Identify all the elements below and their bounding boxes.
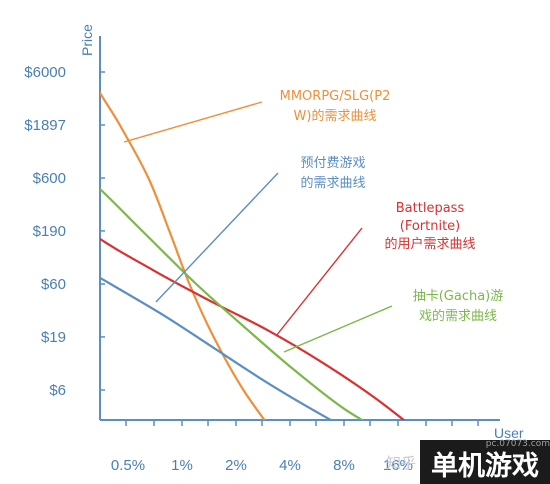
y-tick-label: $60 (41, 276, 66, 293)
x-tick-label: 2% (225, 457, 247, 474)
x-tick-label: 1% (171, 457, 193, 474)
axes (99, 36, 500, 421)
x-tick-label: 4% (279, 457, 301, 474)
demand-curves (100, 90, 406, 420)
annotation-2-line-1: (Fortnite) (400, 219, 461, 234)
watermark-brand: 单机游戏 (431, 451, 539, 482)
annotation-leader-0 (123, 101, 263, 143)
x-axis-ticks: 0.5% 1% 2% 4% 8% 16% (111, 457, 413, 474)
annotation-0-line-1: W)的需求曲线 (294, 108, 377, 124)
series-line-0 (100, 90, 266, 420)
y-tick-label: $6 (49, 382, 66, 399)
annotation-3-line-0: 抽卡(Gacha)游 (413, 289, 504, 304)
annotation-2-line-0: Battlepass (396, 201, 465, 216)
y-tick-label: $190 (33, 223, 66, 240)
annotation-leader-3 (283, 305, 393, 353)
watermark: 知乎 单机游戏 pc.07073.com (386, 439, 550, 484)
series-line-2 (100, 237, 406, 420)
annotation-1-line-0: 预付费游戏 (300, 156, 365, 171)
annotation-leader-1 (155, 172, 279, 303)
y-tick-label: $19 (41, 329, 66, 346)
y-axis-title: Price (79, 24, 95, 56)
y-tick-label: $6000 (24, 64, 66, 81)
y-axis-ticks: $6000 $1897 $600 $190 $60 $19 $6 (24, 64, 479, 426)
annotation-leader-2 (275, 227, 363, 337)
x-tick-label: 8% (333, 457, 355, 474)
annotation-leaders (123, 101, 393, 353)
series-line-3 (100, 187, 365, 420)
annotation-2-line-2: 的用户需求曲线 (384, 236, 475, 252)
x-tick-label: 0.5% (111, 457, 145, 474)
annotation-1-line-1: 的需求曲线 (300, 175, 365, 191)
annotation-3-line-1: 戏的需求曲线 (419, 308, 497, 324)
watermark-site: pc.07073.com (486, 439, 550, 449)
y-tick-label: $1897 (24, 117, 66, 134)
x-axis-title: User (494, 425, 524, 441)
watermark-zhihu: 知乎 (386, 454, 416, 472)
watermark-logo-backdrop (420, 440, 550, 484)
annotation-0-line-0: MMORPG/SLG(P2 (280, 89, 391, 104)
series-line-1 (100, 276, 334, 420)
x-tick-label: 16% (383, 457, 413, 474)
y-tick-label: $600 (33, 170, 66, 187)
